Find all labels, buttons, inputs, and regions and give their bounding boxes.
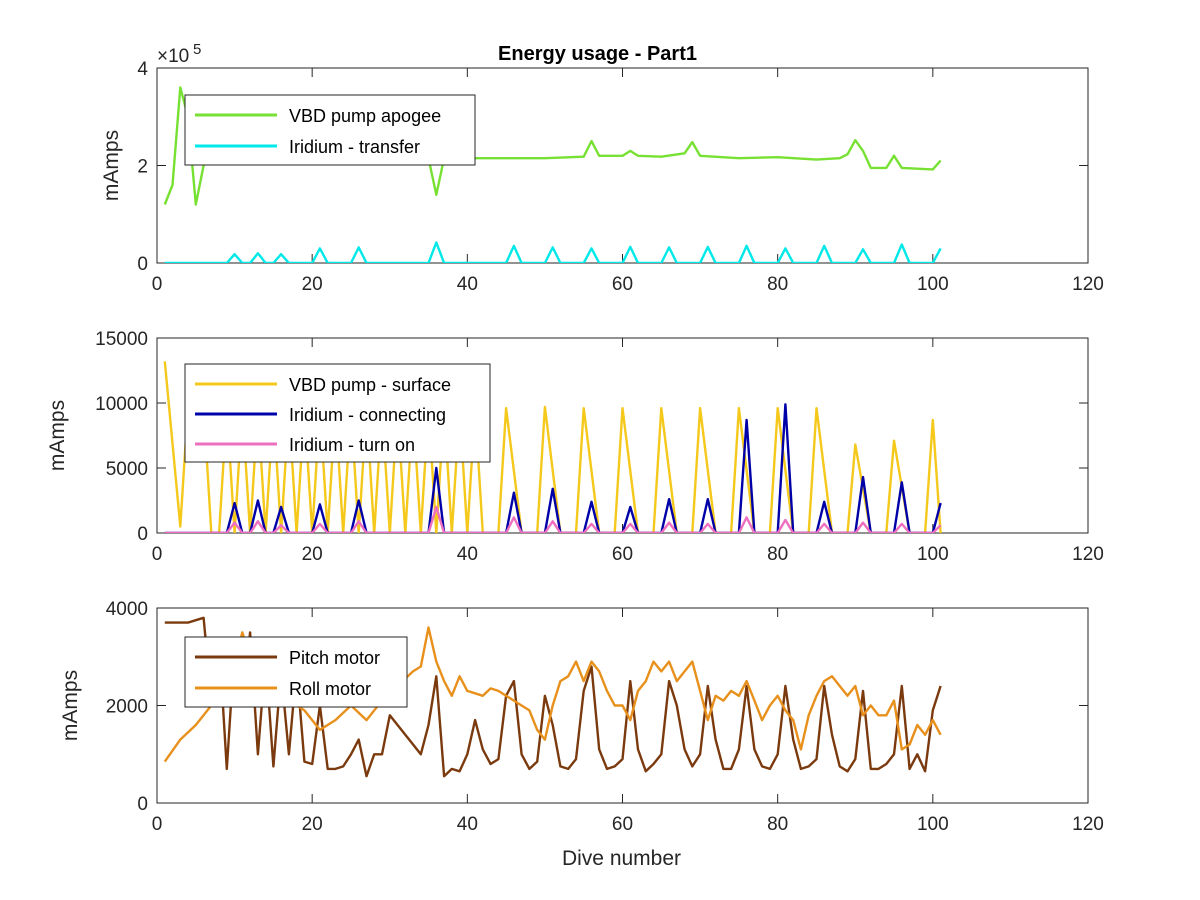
legend-box bbox=[184, 636, 408, 708]
chart-title: Energy usage - Part1 bbox=[498, 43, 697, 65]
x-tick-label: 40 bbox=[457, 814, 478, 835]
x-tick-label: 40 bbox=[457, 544, 478, 565]
x-tick-label: 100 bbox=[917, 814, 949, 835]
x-tick-label: 20 bbox=[302, 814, 323, 835]
y-tick-label: 0 bbox=[137, 794, 148, 815]
x-tick-label: 60 bbox=[612, 814, 633, 835]
x-tick-label: 40 bbox=[457, 274, 478, 295]
x-tick-label: 0 bbox=[152, 814, 163, 835]
series-line-iridium-connecting bbox=[164, 403, 942, 533]
x-tick-label: 120 bbox=[1072, 544, 1104, 565]
subplot-1: 0 20 40 60 80 100 120 0 2 4 ×10 5 mAmps Energy usage … bbox=[100, 41, 1104, 295]
y-exponent-label: ×10 bbox=[157, 46, 189, 67]
x-tick-label: 0 bbox=[152, 544, 163, 565]
x-tick-label: 120 bbox=[1072, 814, 1104, 835]
y-axis-label: mAmps bbox=[46, 400, 69, 471]
legend-label: VBD pump apogee bbox=[289, 106, 441, 126]
y-tick-label: 10000 bbox=[95, 394, 148, 415]
subplot-3: 0 20 40 60 80 100 120 0 2000 4000 mAmps Dive number… bbox=[59, 599, 1104, 870]
x-tick-label: 0 bbox=[152, 274, 163, 295]
subplot-2: 0 20 40 60 80 100 120 0 5000 10000 15000 mAmps VBD p… bbox=[46, 329, 1104, 565]
y-tick-label: 4000 bbox=[106, 599, 148, 620]
x-tick-label: 60 bbox=[612, 544, 633, 565]
x-tick-label: 80 bbox=[767, 814, 788, 835]
x-axis-label: Dive number bbox=[562, 847, 681, 870]
series-line-iridium-transfer bbox=[164, 241, 942, 263]
series-line-vbd-pump-surface bbox=[163, 361, 942, 533]
y-tick-label: 2000 bbox=[106, 697, 148, 718]
legend-label: Iridium - connecting bbox=[289, 405, 446, 425]
y-tick-label: 4 bbox=[137, 59, 148, 80]
y-axis-label: mAmps bbox=[100, 130, 123, 201]
x-tick-label: 20 bbox=[302, 544, 323, 565]
y-axis-label: mAmps bbox=[59, 670, 82, 741]
legend-box bbox=[184, 94, 476, 166]
x-tick-label: 80 bbox=[767, 544, 788, 565]
y-tick-label: 0 bbox=[137, 524, 148, 545]
y-tick-label: 2 bbox=[137, 157, 148, 178]
y-tick-label: 0 bbox=[137, 254, 148, 275]
legend-label: Pitch motor bbox=[289, 648, 380, 668]
x-tick-label: 100 bbox=[917, 544, 949, 565]
y-tick-label: 15000 bbox=[95, 329, 148, 350]
series-line-iridium-turn-on bbox=[164, 505, 942, 533]
legend-label: Iridium - transfer bbox=[289, 137, 420, 157]
y-tick-label: 5000 bbox=[106, 459, 148, 480]
x-tick-label: 80 bbox=[767, 274, 788, 295]
series-line-pitch-motor bbox=[164, 616, 942, 778]
x-tick-label: 20 bbox=[302, 274, 323, 295]
legend-label: Roll motor bbox=[289, 679, 371, 699]
legend-label: Iridium - turn on bbox=[289, 435, 415, 455]
legend-label: VBD pump - surface bbox=[289, 375, 451, 395]
x-tick-label: 100 bbox=[917, 274, 949, 295]
x-tick-label: 60 bbox=[612, 274, 633, 295]
x-tick-label: 120 bbox=[1072, 274, 1104, 295]
y-exponent-power: 5 bbox=[193, 41, 201, 58]
